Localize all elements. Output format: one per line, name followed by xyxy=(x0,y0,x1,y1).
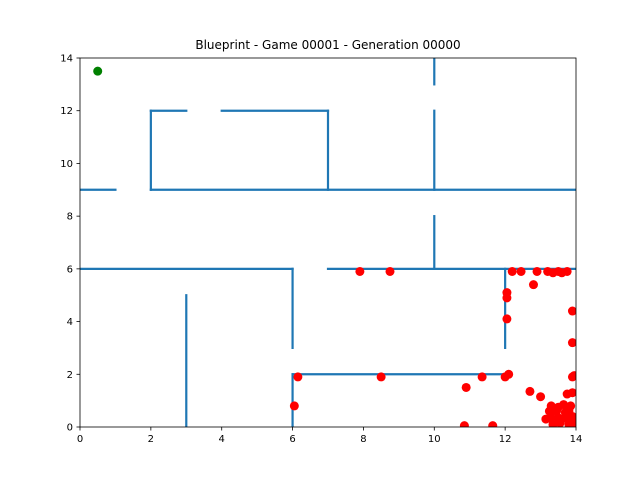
agent-point xyxy=(502,293,512,303)
y-tick-label: 2 xyxy=(67,370,73,381)
agent-point xyxy=(536,392,546,402)
agent-point xyxy=(528,280,538,290)
x-tick-label: 0 xyxy=(77,434,83,445)
agent-point xyxy=(461,382,471,392)
x-tick-label: 4 xyxy=(219,434,225,445)
agent-point xyxy=(569,418,576,427)
y-tick-label: 12 xyxy=(60,106,73,117)
y-tick-label: 10 xyxy=(60,159,73,170)
agent-point xyxy=(488,421,498,427)
x-tick-label: 2 xyxy=(148,434,154,445)
plot-frame xyxy=(79,57,577,428)
y-tick-label: 6 xyxy=(67,264,73,275)
agent-point xyxy=(555,418,565,427)
x-axis: 0 2 4 6 8 10 12 14 xyxy=(77,427,583,445)
agent-point xyxy=(559,400,569,410)
agent-point xyxy=(385,266,395,276)
agent-point xyxy=(567,306,576,316)
x-tick-label: 8 xyxy=(360,434,366,445)
agent-point xyxy=(477,372,487,382)
goal-point xyxy=(93,66,103,76)
agent-markers xyxy=(289,266,576,427)
y-tick-label: 14 xyxy=(60,54,73,65)
maze-walls xyxy=(80,58,576,427)
goal-marker-group xyxy=(93,66,103,76)
x-tick-label: 6 xyxy=(289,434,295,445)
y-tick-label: 0 xyxy=(67,423,73,434)
y-axis: 0 2 4 6 8 10 12 14 xyxy=(60,54,80,434)
agent-point xyxy=(562,266,572,276)
agent-point xyxy=(507,266,517,276)
chart-title: Blueprint - Game 00001 - Generation 0000… xyxy=(195,38,460,52)
agent-point xyxy=(459,421,469,427)
y-tick-label: 4 xyxy=(67,317,73,328)
agent-point xyxy=(293,372,303,382)
agent-point xyxy=(525,386,535,396)
agent-point xyxy=(548,419,558,427)
agent-point xyxy=(355,266,365,276)
agent-point xyxy=(376,372,386,382)
agent-point xyxy=(289,401,299,411)
agent-point xyxy=(502,314,512,324)
agent-point xyxy=(516,266,526,276)
agent-point xyxy=(567,338,576,348)
agent-point xyxy=(567,388,576,398)
agent-point xyxy=(504,369,514,379)
x-tick-label: 14 xyxy=(570,434,583,445)
agent-point xyxy=(532,266,542,276)
x-tick-label: 12 xyxy=(499,434,512,445)
agent-point xyxy=(569,371,576,381)
y-tick-label: 8 xyxy=(67,212,73,223)
x-tick-label: 10 xyxy=(428,434,441,445)
